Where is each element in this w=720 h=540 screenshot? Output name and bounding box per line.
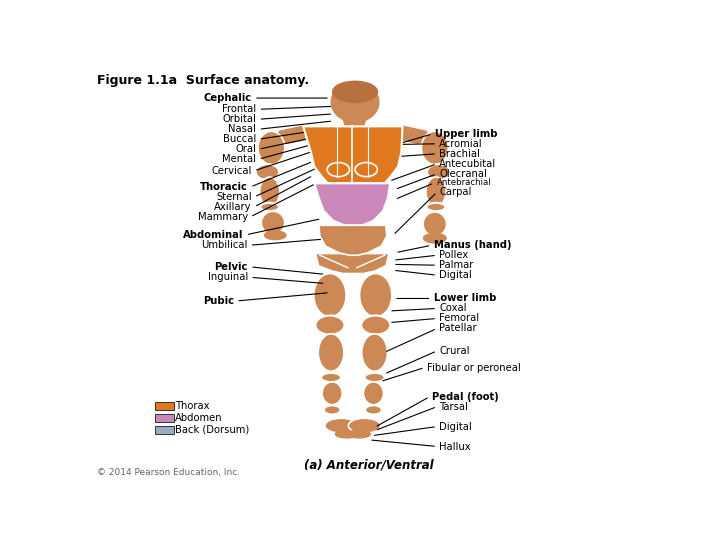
Text: Olecranal: Olecranal (439, 168, 487, 179)
Text: Patellar: Patellar (439, 323, 477, 333)
Ellipse shape (423, 212, 446, 236)
Text: Pedal (foot): Pedal (foot) (432, 392, 499, 402)
Text: Digital: Digital (439, 270, 472, 280)
Ellipse shape (426, 177, 446, 206)
Text: Brachial: Brachial (439, 149, 480, 159)
Bar (156, 402, 174, 410)
Ellipse shape (359, 274, 392, 317)
Bar (156, 414, 174, 422)
Polygon shape (318, 255, 387, 272)
Ellipse shape (321, 373, 341, 382)
Ellipse shape (348, 430, 370, 438)
Text: Figure 1.1a  Surface anatomy.: Figure 1.1a Surface anatomy. (96, 74, 309, 87)
Ellipse shape (256, 164, 279, 180)
Text: Palmar: Palmar (439, 260, 474, 270)
Bar (156, 426, 174, 434)
Ellipse shape (365, 406, 382, 415)
Ellipse shape (261, 211, 284, 234)
Text: Mammary: Mammary (198, 212, 248, 222)
Ellipse shape (423, 234, 446, 243)
Text: Umbilical: Umbilical (201, 240, 248, 250)
Ellipse shape (324, 406, 341, 415)
Text: Back (Dorsum): Back (Dorsum) (176, 424, 250, 435)
Text: Inguinal: Inguinal (207, 272, 248, 282)
Text: Pollex: Pollex (439, 250, 469, 260)
Ellipse shape (348, 418, 381, 433)
Text: Digital: Digital (439, 422, 472, 431)
Text: Hallux: Hallux (439, 442, 471, 451)
Text: Abdominal: Abdominal (183, 230, 243, 240)
Ellipse shape (421, 131, 449, 165)
Text: Thoracic: Thoracic (200, 182, 248, 192)
Polygon shape (319, 225, 387, 255)
Text: Sternal: Sternal (216, 192, 252, 202)
Polygon shape (303, 126, 402, 183)
Text: Cephalic: Cephalic (204, 93, 252, 103)
Ellipse shape (364, 382, 384, 404)
Text: Coxal: Coxal (439, 303, 467, 313)
Text: Carpal: Carpal (439, 187, 472, 197)
Ellipse shape (331, 83, 379, 122)
Text: (a) Anterior/Ventral: (a) Anterior/Ventral (304, 458, 434, 471)
Ellipse shape (258, 131, 284, 165)
Ellipse shape (327, 163, 349, 177)
Ellipse shape (426, 203, 446, 211)
Text: Pelvic: Pelvic (215, 262, 248, 272)
Ellipse shape (260, 203, 279, 211)
Text: Cervical: Cervical (212, 166, 252, 176)
Polygon shape (343, 119, 366, 126)
Text: Antecubital: Antecubital (439, 159, 496, 169)
Ellipse shape (361, 315, 390, 335)
Text: Oral: Oral (235, 144, 256, 154)
Text: Femoral: Femoral (439, 313, 480, 323)
Text: Upper limb: Upper limb (435, 129, 498, 139)
Text: Mental: Mental (222, 154, 256, 164)
Text: Crural: Crural (439, 346, 470, 356)
Ellipse shape (322, 382, 342, 404)
Text: Frontal: Frontal (222, 104, 256, 114)
Ellipse shape (325, 418, 357, 433)
Text: Antebrachial: Antebrachial (436, 178, 491, 187)
Ellipse shape (336, 430, 358, 438)
Polygon shape (274, 126, 305, 143)
Text: © 2014 Pearson Education, Inc.: © 2014 Pearson Education, Inc. (96, 468, 240, 477)
Polygon shape (315, 183, 390, 225)
Text: Tarsal: Tarsal (439, 402, 468, 411)
Text: Thorax: Thorax (176, 401, 210, 411)
Polygon shape (401, 126, 431, 143)
Ellipse shape (333, 82, 377, 102)
Ellipse shape (265, 231, 286, 239)
Ellipse shape (355, 163, 377, 177)
Text: Axillary: Axillary (215, 202, 252, 212)
Text: Orbital: Orbital (222, 114, 256, 124)
Ellipse shape (427, 164, 451, 180)
Ellipse shape (315, 315, 344, 335)
Ellipse shape (318, 334, 344, 371)
Text: Abdomen: Abdomen (176, 413, 223, 423)
Ellipse shape (361, 334, 387, 371)
Ellipse shape (364, 373, 384, 382)
Ellipse shape (260, 177, 279, 206)
Text: Acromial: Acromial (439, 139, 483, 149)
Text: Fibular or peroneal: Fibular or peroneal (427, 362, 521, 373)
Text: Manus (hand): Manus (hand) (433, 240, 511, 250)
Text: Nasal: Nasal (228, 124, 256, 134)
Ellipse shape (314, 274, 346, 317)
Text: Pubic: Pubic (203, 296, 234, 306)
Text: Lower limb: Lower limb (433, 293, 496, 303)
Text: Buccal: Buccal (223, 134, 256, 144)
